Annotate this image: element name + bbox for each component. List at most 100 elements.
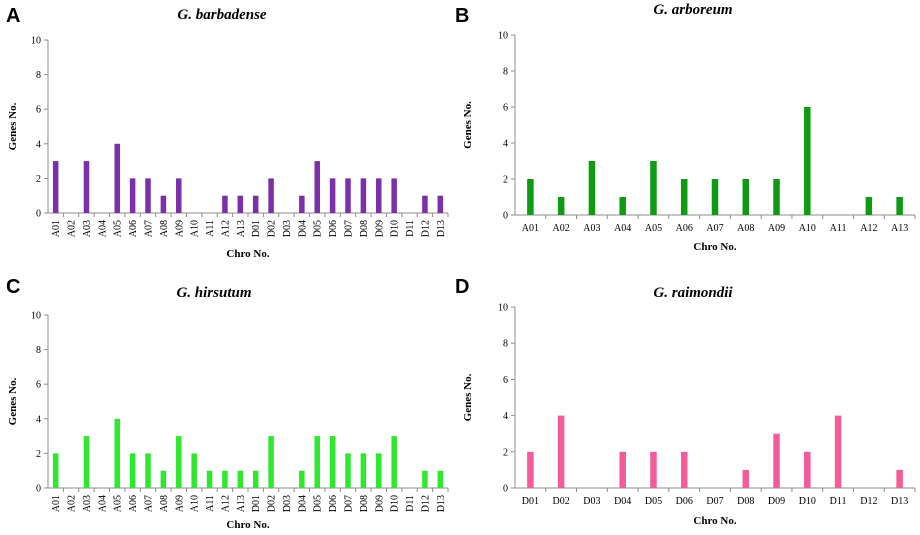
chart-a-y-tick-label: 0 xyxy=(36,209,41,220)
chart-d-x-tick-label-d01: D01 xyxy=(522,496,539,507)
chart-a-x-tick-label-a06: A06 xyxy=(128,220,139,237)
chart-a-x-tick-label-d06: D06 xyxy=(328,220,339,237)
chart-c-bar-d01 xyxy=(252,470,259,488)
chart-d-x-tick-label-d13: D13 xyxy=(891,496,908,507)
chart-a-bar-a13 xyxy=(237,195,244,213)
chart-b-bar-a05 xyxy=(650,161,657,215)
chart-b-bar-a10 xyxy=(804,107,811,215)
chart-b-bar-a09 xyxy=(773,179,780,215)
chart-c-x-tick-label-d10: D10 xyxy=(390,495,401,512)
chart-b-bar-a03 xyxy=(588,161,596,215)
chart-c-bar-a12 xyxy=(222,470,228,488)
chart-a-bar-d07 xyxy=(345,178,351,213)
chart-c-x-tick-label-d03: D03 xyxy=(282,495,293,512)
chart-b-y-tick-label: 0 xyxy=(503,211,508,222)
chart-c-title: G. hirsutum xyxy=(176,285,251,301)
chart-c-y-tick-label: 0 xyxy=(36,484,41,495)
chart-b-bar-a08 xyxy=(742,179,750,215)
chart-a-x-tick-label-a08: A08 xyxy=(159,220,170,237)
chart-b-y-tick-label: 4 xyxy=(503,139,508,150)
chart-a-title: G. barbadense xyxy=(177,7,267,23)
chart-c-x-tick-label-a01: A01 xyxy=(51,495,62,512)
chart-c-x-axis-label: Chro No. xyxy=(226,519,269,531)
chart-c-x-tick-label-a05: A05 xyxy=(113,495,124,512)
chart-c-bar-a03 xyxy=(83,436,90,488)
chart-a-x-tick-label-a03: A03 xyxy=(82,220,93,237)
chart-a-x-tick-label-d11: D11 xyxy=(405,220,416,237)
chart-a-y-tick-label: 6 xyxy=(36,105,41,116)
chart-c-x-tick-label-d09: D09 xyxy=(374,495,385,512)
chart-b-x-tick-label-a06: A06 xyxy=(676,223,693,234)
chart-a-bar-a12 xyxy=(222,195,228,213)
chart-a-bar-d04 xyxy=(299,195,305,213)
chart-c-bar-d09 xyxy=(376,453,382,488)
chart-c-x-tick-label-d13: D13 xyxy=(436,495,447,512)
chart-a-x-tick-label-a11: A11 xyxy=(205,220,216,237)
chart-b-x-tick-label-a09: A09 xyxy=(768,223,785,234)
chart-c-bar-a05 xyxy=(114,418,120,488)
chart-b-bar-a13 xyxy=(896,197,903,215)
chart-b-x-tick-label-a10: A10 xyxy=(799,223,816,234)
chart-a-y-tick-label: 2 xyxy=(36,174,41,185)
chart-c-x-tick-label-d01: D01 xyxy=(251,495,262,512)
chart-c-bar-a06 xyxy=(129,453,136,488)
chart-c-bar-d07 xyxy=(345,453,351,488)
chart-a-y-tick-label: 4 xyxy=(36,139,41,150)
chart-b-y-tick-label: 10 xyxy=(498,31,508,42)
chart-c-bar-d06 xyxy=(329,436,336,488)
chart-a-bar-a05 xyxy=(114,143,120,213)
chart-b-x-tick-label-a12: A12 xyxy=(860,223,877,234)
chart-c-panel-letter: C xyxy=(6,276,20,298)
chart-d-x-tick-label-d05: D05 xyxy=(645,496,662,507)
chart-d-bar-d02 xyxy=(557,415,565,488)
chart-b-panel-letter: B xyxy=(455,5,469,27)
chart-d-x-tick-label-d12: D12 xyxy=(860,496,877,507)
chart-d-bar-d09 xyxy=(773,433,780,488)
chart-a-x-tick-label-a05: A05 xyxy=(113,220,124,237)
chart-c-x-tick-label-a06: A06 xyxy=(128,495,139,512)
chart-c-y-tick-label: 8 xyxy=(36,345,41,356)
chart-a-bar-d05 xyxy=(314,161,320,213)
chart-c-x-tick-label-a08: A08 xyxy=(159,495,170,512)
chart-d-bar-d01 xyxy=(527,451,534,488)
chart-a-x-tick-label-a01: A01 xyxy=(51,220,62,237)
chart-c-bar-d08 xyxy=(360,453,367,488)
chart-c-x-tick-label-a03: A03 xyxy=(82,495,93,512)
chart-b-y-axis-label: Genes No. xyxy=(462,101,474,149)
chart-a-bar-d08 xyxy=(360,178,367,213)
chart-d-x-tick-label-d06: D06 xyxy=(676,496,693,507)
chart-b-x-tick-label-a01: A01 xyxy=(522,223,539,234)
chart-c-x-tick-label-a07: A07 xyxy=(144,495,155,512)
chart-b-x-tick-label-a04: A04 xyxy=(614,223,631,234)
chart-d-x-axis-label: Chro No. xyxy=(693,515,736,527)
chart-d-y-axis-label: Genes No. xyxy=(462,373,474,421)
chart-a-x-tick-label-d03: D03 xyxy=(282,220,293,237)
chart-a-bar-d01 xyxy=(252,195,259,213)
chart-c-bar-a11 xyxy=(206,470,213,488)
chart-a-x-tick-label-d09: D09 xyxy=(374,220,385,237)
chart-d-x-tick-label-d04: D04 xyxy=(614,496,631,507)
chart-a-x-tick-label-a12: A12 xyxy=(220,220,231,237)
chart-d-title: G. raimondii xyxy=(653,285,733,301)
chart-a-bar-a09 xyxy=(176,178,182,213)
chart-d: D G. raimondii 0 2 4 6 8 10 Genes No. Chro No. D01… xyxy=(455,276,916,527)
chart-c-x-tick-label-d08: D08 xyxy=(359,495,370,512)
chart-d-panel-letter: D xyxy=(455,276,469,298)
chart-a-x-tick-label-d13: D13 xyxy=(436,220,447,237)
chart-c-bar-a07 xyxy=(145,453,151,488)
chart-b-bar-a04 xyxy=(619,197,626,215)
chart-c-x-tick-label-d07: D07 xyxy=(344,495,355,512)
chart-c-bar-d10 xyxy=(391,436,397,488)
chart-b-bar-a12 xyxy=(865,197,873,215)
chart-c-bar-d04 xyxy=(299,470,305,488)
chart-b-x-tick-label-a13: A13 xyxy=(891,223,908,234)
chart-d-bar-d08 xyxy=(742,469,750,488)
chart-a-bar-d10 xyxy=(391,178,397,213)
chart-d-y-tick-label: 6 xyxy=(503,375,508,386)
chart-b-y-tick-label: 6 xyxy=(503,103,508,114)
chart-c-x-tick-label-a13: A13 xyxy=(236,495,247,512)
chart-a-x-tick-label-a09: A09 xyxy=(174,220,185,237)
chart-a-x-tick-label-d04: D04 xyxy=(297,220,308,237)
chart-b-bar-a01 xyxy=(527,179,534,215)
